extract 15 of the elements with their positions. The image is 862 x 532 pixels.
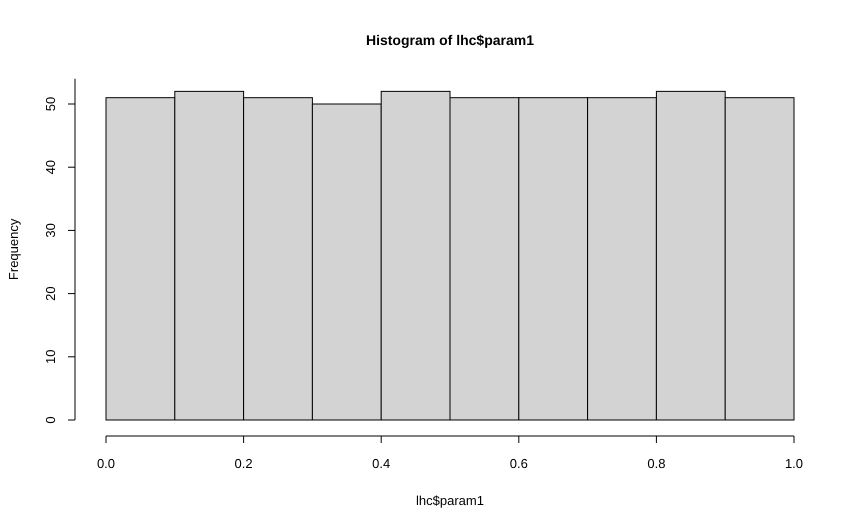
- x-tick-label: 0.0: [96, 456, 116, 471]
- x-tick-label: 0.6: [510, 456, 528, 471]
- y-tick-label: 0: [43, 416, 58, 424]
- x-tick-label: 0.8: [647, 456, 666, 471]
- y-tick-label: 30: [43, 223, 58, 238]
- x-tick-label: 0.4: [372, 456, 390, 471]
- y-tick-label: 10: [43, 350, 58, 364]
- y-axis-title: Frequency: [6, 218, 21, 280]
- y-tick-label: 20: [43, 286, 58, 301]
- x-tick-label: 0.2: [234, 456, 253, 471]
- x-axis-title: lhc$param1: [416, 493, 484, 508]
- chart-title: Histogram of lhc$param1: [366, 32, 534, 48]
- y-tick-label: 50: [43, 96, 58, 112]
- x-tick-label: 1.0: [784, 456, 804, 471]
- y-tick-label: 40: [43, 160, 58, 174]
